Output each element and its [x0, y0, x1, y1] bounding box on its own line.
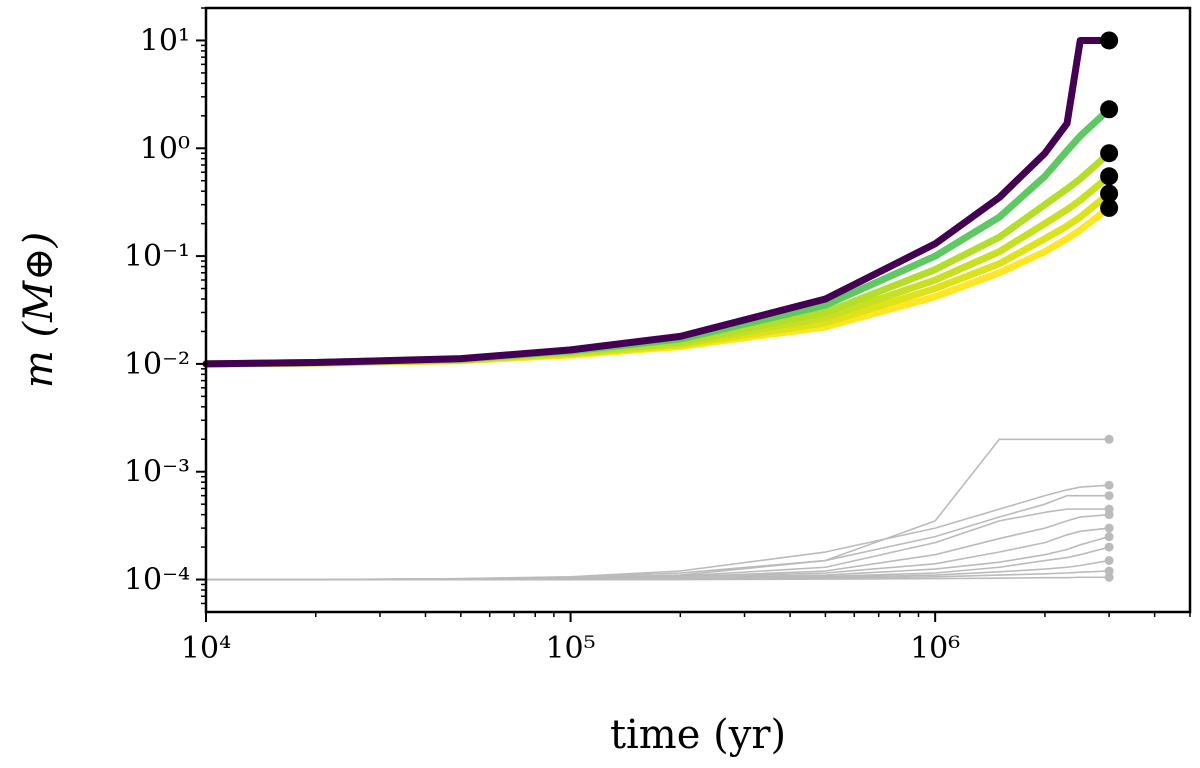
y-tick-label: 10⁻⁴: [124, 563, 190, 598]
y-axis-label: m (M⊕): [16, 232, 62, 388]
series-line: [205, 494, 1110, 581]
x-tick-label: 10⁵: [545, 631, 595, 666]
y-tick-label: 10⁻²: [124, 347, 190, 382]
y-tick-label: 10⁻³: [124, 455, 190, 490]
x-tick-label: 10⁴: [181, 631, 231, 666]
end-marker: [1104, 523, 1114, 533]
series-line: [202, 105, 1113, 368]
end-marker: [1104, 434, 1114, 444]
end-marker: [1100, 144, 1119, 163]
end-marker: [1104, 566, 1114, 576]
series-line: [205, 576, 1110, 581]
end-marker: [1100, 184, 1119, 203]
end-marker: [1104, 510, 1114, 520]
end-marker: [1100, 198, 1119, 217]
series-line: [202, 36, 1113, 368]
end-marker: [1104, 542, 1114, 552]
plot-frame: [204, 6, 1192, 614]
y-tick-label: 10⁰: [140, 131, 190, 166]
end-marker: [1104, 480, 1114, 490]
x-axis-label: time (yr): [610, 712, 786, 758]
end-marker: [1104, 491, 1114, 501]
end-marker: [1104, 572, 1114, 582]
end-marker: [1104, 556, 1114, 566]
y-tick-label: 10⁻¹: [124, 239, 190, 274]
y-tick-label: 10¹: [140, 23, 190, 58]
series-line: [202, 149, 1113, 368]
end-marker: [1100, 31, 1119, 50]
series-line: [205, 438, 1110, 581]
end-marker: [1100, 100, 1119, 119]
x-tick-label: 10⁶: [910, 631, 960, 666]
end-marker: [1100, 167, 1119, 186]
end-marker: [1104, 532, 1114, 542]
